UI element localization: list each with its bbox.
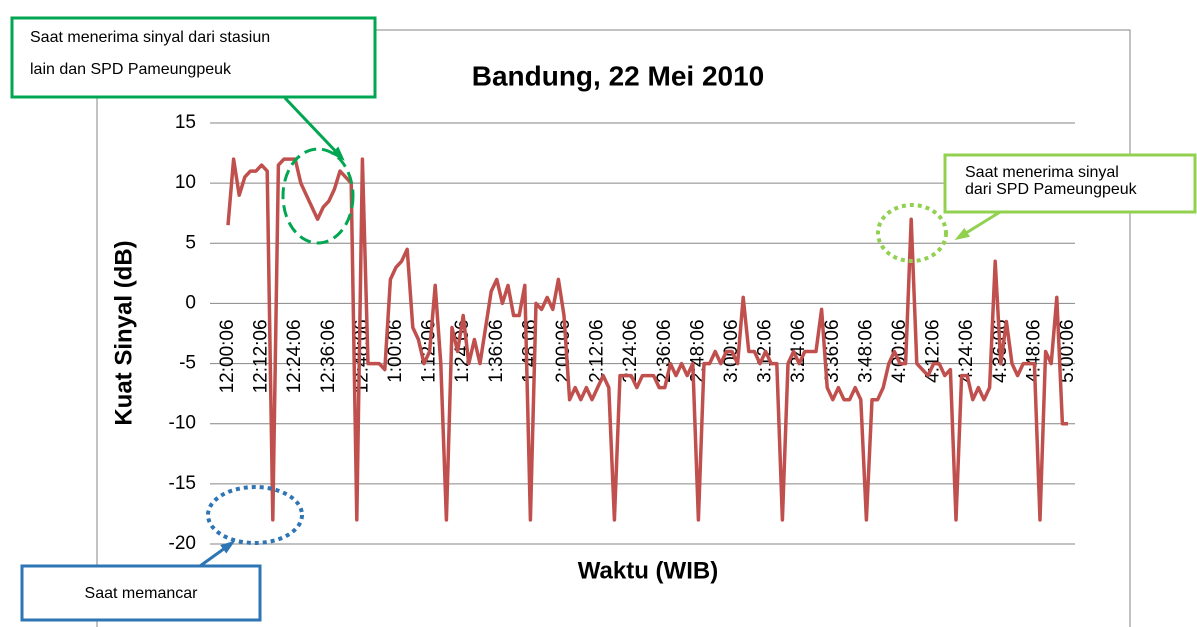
plot-area: -20 -15 -10 -5 0 5 10 15 12:00:06 12:12:06 12:24:0… — [169, 112, 1078, 554]
annotation-text: dari SPD Pameungpeuk — [965, 181, 1138, 198]
y-tick-label: 5 — [185, 232, 196, 253]
y-tick-label: -15 — [169, 473, 196, 494]
annotation-arrow — [283, 96, 344, 160]
arrow-head — [220, 540, 236, 554]
y-tick-label: 10 — [175, 172, 196, 193]
y-axis-title: Kuat Sinyal (dB) — [110, 240, 137, 425]
annotation-ellipse — [206, 485, 304, 545]
y-tick-label: -5 — [179, 353, 196, 374]
y-tick-label: -10 — [169, 413, 196, 434]
x-tick-label: 12:00:06 — [217, 319, 238, 393]
x-tick-label: 2:36:06 — [654, 319, 675, 382]
arrow-head — [330, 146, 345, 161]
x-tick-label: 2:12:06 — [587, 319, 608, 382]
annotation-ellipse — [281, 147, 355, 245]
x-tick-label: 4:48:06 — [1023, 319, 1044, 382]
annotation-text: Saat memancar — [85, 585, 199, 602]
annotation-box — [20, 564, 262, 622]
y-tick-label: 0 — [185, 292, 196, 313]
annotation-text: Saat menerima sinyal dari stasiun — [30, 29, 270, 46]
annotation-text: Saat menerima sinyal — [965, 164, 1119, 181]
x-tick-label: 5:00:06 — [1057, 319, 1078, 382]
x-tick-label: 3:48:06 — [855, 319, 876, 382]
x-tick-label: 3:24:06 — [788, 319, 809, 382]
x-tick-label: 2:24:06 — [620, 319, 641, 382]
annotation-ellipse — [876, 203, 948, 263]
data-line — [226, 157, 1068, 522]
x-tick-label: 4:12:06 — [923, 319, 944, 382]
y-tick-label: -20 — [169, 533, 196, 554]
annotation-box — [943, 153, 1197, 214]
annotation-text: lain dan SPD Pameungpeuk — [30, 61, 232, 78]
y-tick-label: 15 — [175, 112, 196, 133]
x-tick-label: 1:48:06 — [519, 319, 540, 382]
x-tick-label: 4:00:06 — [889, 319, 910, 382]
x-tick-label: 1:00:06 — [385, 319, 406, 382]
x-tick-label: 12:12:06 — [251, 319, 272, 393]
arrow-head — [954, 227, 970, 241]
x-tick-label: 4:24:06 — [956, 319, 977, 382]
x-tick-label: 12:24:06 — [284, 319, 305, 393]
x-tick-label: 1:24:06 — [452, 319, 473, 382]
x-tick-label: 1:36:06 — [486, 319, 507, 382]
x-axis-title: Waktu (WIB) — [578, 557, 718, 584]
annotation-box — [10, 16, 377, 99]
x-tick-label: 12:36:06 — [318, 319, 339, 393]
chart-title: Bandung, 22 Mei 2010 — [472, 60, 765, 91]
